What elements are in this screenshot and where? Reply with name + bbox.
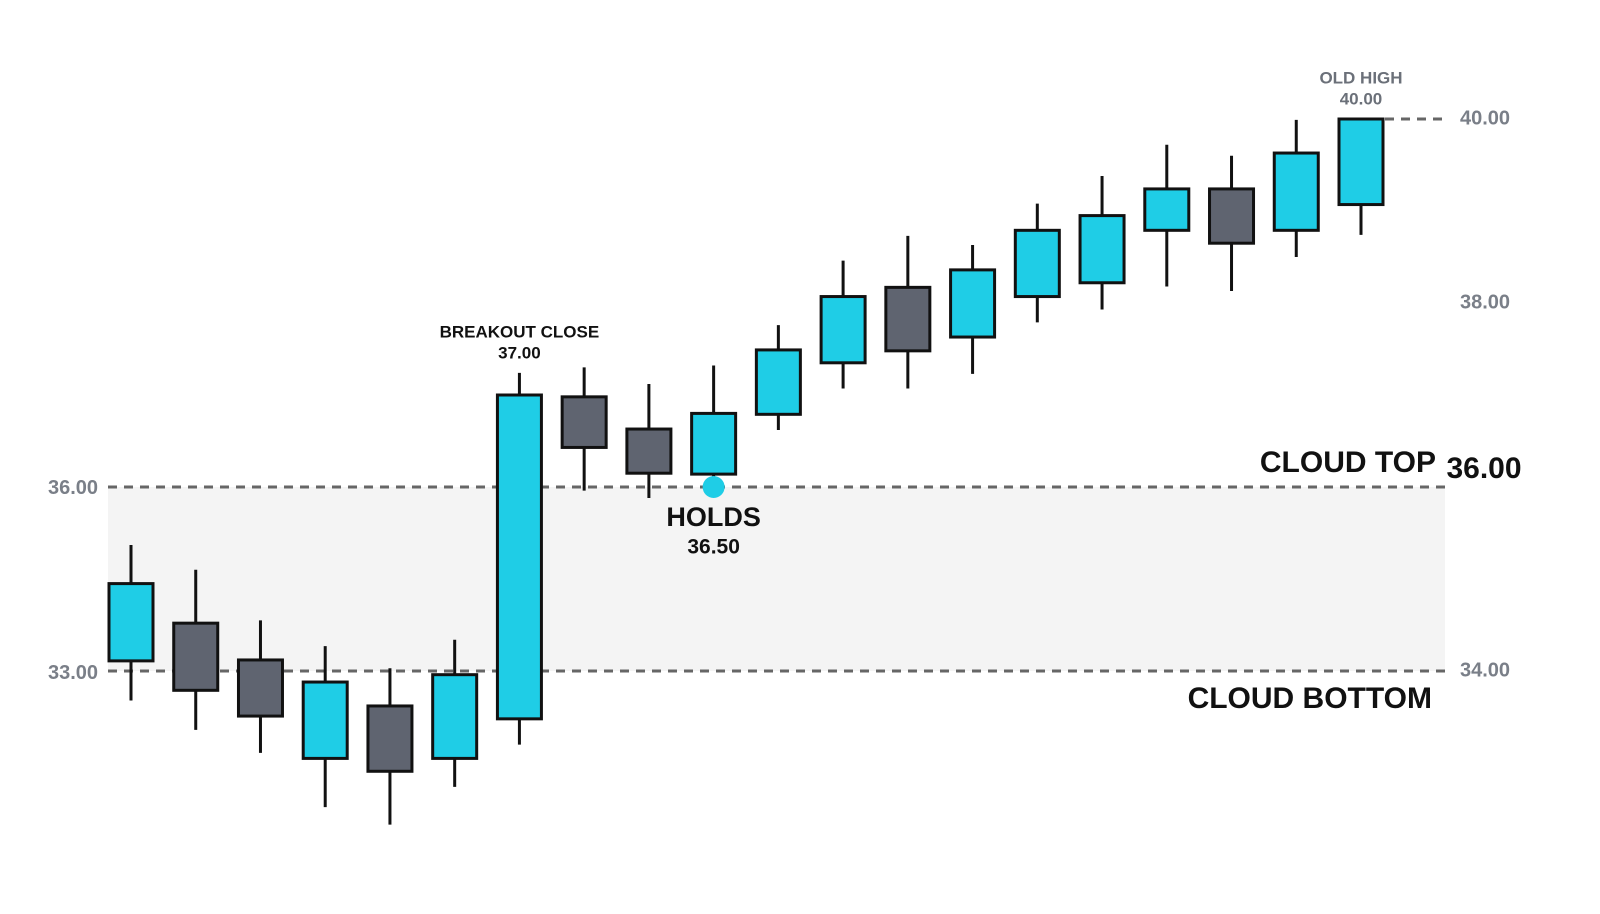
old-high-label: OLD HIGH xyxy=(1319,68,1402,87)
cloud-bottom-label: CLOUD BOTTOM xyxy=(1188,682,1432,715)
candle-body xyxy=(884,285,932,353)
candle-body xyxy=(495,393,543,721)
candle-body xyxy=(949,268,997,339)
candle-body xyxy=(1337,117,1385,207)
candle-body xyxy=(107,582,155,663)
old-high-value: 40.00 xyxy=(1340,89,1383,108)
y-tick-label: 38.00 xyxy=(1460,291,1510,313)
candle-body xyxy=(1208,187,1256,245)
candle-body xyxy=(301,680,349,760)
candle-body xyxy=(754,348,802,416)
candle-body xyxy=(560,395,608,449)
cloud-top-value: 36.00 xyxy=(1446,452,1521,485)
cloud-band xyxy=(108,487,1445,671)
candle-body xyxy=(236,658,284,718)
y2-tick-label: 36.00 xyxy=(48,477,98,499)
candle-body xyxy=(819,295,867,365)
holds-dot xyxy=(702,476,725,498)
candle-body xyxy=(366,704,414,773)
y2-tick-label: 33.00 xyxy=(48,662,98,684)
candle-body xyxy=(431,673,479,760)
breakout-value: 37.00 xyxy=(498,343,541,362)
candle-body xyxy=(1272,151,1320,232)
candle-body xyxy=(1143,187,1191,232)
y-tick-label: 34.00 xyxy=(1460,659,1510,681)
holds-value: 36.50 xyxy=(687,536,740,559)
holds-label: HOLDS xyxy=(666,502,761,532)
candle-body xyxy=(172,621,220,692)
cloud-top-label: CLOUD TOP xyxy=(1260,446,1436,479)
y-tick-label: 40.00 xyxy=(1460,107,1510,129)
candle-body xyxy=(690,411,738,476)
breakout-label: BREAKOUT CLOSE xyxy=(440,322,600,341)
candle-body xyxy=(1013,228,1061,299)
candle-body xyxy=(1078,214,1126,285)
candle-body xyxy=(625,427,673,475)
